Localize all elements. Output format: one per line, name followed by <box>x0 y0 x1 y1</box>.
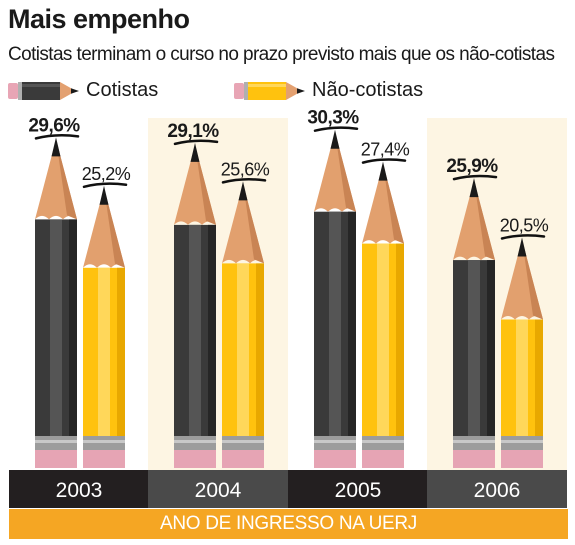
x-tick-label-2005: 2005 <box>335 479 382 502</box>
pencil-eraser <box>222 450 264 468</box>
pencil-graphite <box>99 185 109 205</box>
category-group-2006: 2006 25,9% 20,5% <box>427 118 567 508</box>
pencil-ferrule-band <box>222 440 264 443</box>
pencil-ferrule-band <box>501 440 543 443</box>
pencil-graphite <box>190 142 200 162</box>
pencil-ferrule-band <box>453 440 495 443</box>
category-group-2005: 2005 30,3%27,4% <box>288 108 428 508</box>
pencil-body-shade <box>396 243 404 436</box>
pencil-body-highlight <box>516 319 528 436</box>
pencil-scribble <box>313 126 359 132</box>
pencil-eraser <box>35 450 77 468</box>
pencil-graphite <box>238 181 248 201</box>
legend-item-nao-cotistas: Não-cotistas <box>234 76 434 106</box>
pencil-graphite <box>469 178 479 198</box>
pencil-body-shade <box>487 260 495 436</box>
pencil-body-shade <box>256 263 264 436</box>
pencil-body-highlight <box>377 243 389 436</box>
pencil-wood-shade <box>522 239 543 320</box>
pencil-body-shade <box>535 319 543 436</box>
category-band <box>148 470 288 508</box>
pencil-bar-cotistas-2006: 25,9% <box>446 156 499 468</box>
category-group-2004: 2004 29,1%25,6% <box>148 118 288 508</box>
data-label: 25,2% <box>82 164 131 184</box>
chart-subtitle: Cotistas terminam o curso no prazo previ… <box>8 44 555 65</box>
category-group-2003: 2003 29,6% 25,2% <box>9 115 149 508</box>
pencil-scribble <box>452 174 498 181</box>
legend-item-cotistas: Cotistas <box>8 76 168 106</box>
pencil-body-shade <box>348 211 356 436</box>
pencil-body-highlight <box>50 219 62 436</box>
pencil-body-highlight <box>329 211 341 436</box>
pencil-wood-shade <box>474 180 495 261</box>
pencil-bar-nao-cotistas-2006: 20,5% <box>500 216 549 468</box>
pencil-ferrule-band <box>35 440 77 443</box>
data-label: 29,1% <box>167 121 219 142</box>
pencil-wood-shade <box>56 139 77 220</box>
pencil-wood-shade <box>243 183 264 264</box>
panel-background <box>288 118 428 470</box>
pencil-ferrule-band <box>174 440 216 443</box>
data-label: 25,9% <box>446 156 498 177</box>
x-axis-title: ANO DE INGRESSO NA UERJ <box>9 509 568 539</box>
pencil-bar-cotistas-2004: 29,1% <box>167 121 220 468</box>
pencil-body-highlight <box>98 267 110 436</box>
x-tick-label-2004: 2004 <box>195 479 242 502</box>
pencil-body-highlight <box>468 260 480 436</box>
yellow-pencil-icon <box>234 82 305 100</box>
dark-pencil-icon <box>8 82 79 100</box>
category-band <box>288 470 428 508</box>
pencil-scribble <box>221 178 267 184</box>
data-label: 20,5% <box>500 216 549 236</box>
legend-label-nao-cotistas: Não-cotistas <box>312 79 424 101</box>
pencil-graphite <box>517 237 527 257</box>
x-tick-label-2003: 2003 <box>56 479 103 502</box>
pencil-bar-nao-cotistas-2005: 27,4% <box>361 140 410 468</box>
pencil-eraser <box>174 450 216 468</box>
data-label: 29,6% <box>28 115 80 136</box>
pencil-eraser <box>83 450 125 468</box>
pencil-body-shade <box>69 219 77 436</box>
pencil-eraser <box>453 450 495 468</box>
pencil-bar-nao-cotistas-2004: 25,6% <box>221 159 270 468</box>
pencil-ferrule-band <box>314 440 356 443</box>
pencil-ferrule-band <box>362 440 404 443</box>
pencil-graphite <box>51 137 61 157</box>
pencil-bar-nao-cotistas-2003: 25,2% <box>82 164 131 468</box>
pencil-wood-shade <box>104 187 125 268</box>
pencil-body-shade <box>208 224 216 436</box>
pencil-eraser <box>501 450 543 468</box>
pencil-wood-shade <box>335 131 356 212</box>
pencil-body-highlight <box>237 263 249 436</box>
pencil-eraser <box>314 450 356 468</box>
data-label: 30,3% <box>307 108 359 129</box>
pencil-wood-shade <box>195 144 216 225</box>
pencil-eraser <box>362 450 404 468</box>
panel-background <box>148 118 288 470</box>
legend-label-cotistas: Cotistas <box>86 79 159 101</box>
category-band <box>427 470 567 508</box>
pencil-body-shade <box>117 267 125 436</box>
panel-background <box>9 118 149 470</box>
pencil-scribble <box>82 182 128 189</box>
x-tick-label-2006: 2006 <box>474 479 521 502</box>
pencil-scribble <box>361 158 407 164</box>
category-band <box>9 470 149 508</box>
pencil-ferrule-band <box>83 440 125 443</box>
pencil-scribble <box>500 234 546 240</box>
pencil-scribble <box>173 139 219 146</box>
pencil-body-highlight <box>189 224 201 436</box>
pencil-graphite <box>330 129 340 149</box>
pencil-bar-cotistas-2003: 29,6% <box>28 115 81 468</box>
data-label: 27,4% <box>361 140 410 160</box>
pencil-graphite <box>378 161 388 181</box>
data-label: 25,6% <box>221 159 270 179</box>
chart-title: Mais empenho <box>8 4 190 34</box>
pencil-bar-cotistas-2005: 30,3% <box>307 108 360 468</box>
pencil-wood-shade <box>383 163 404 244</box>
pencil-scribble <box>34 134 80 140</box>
